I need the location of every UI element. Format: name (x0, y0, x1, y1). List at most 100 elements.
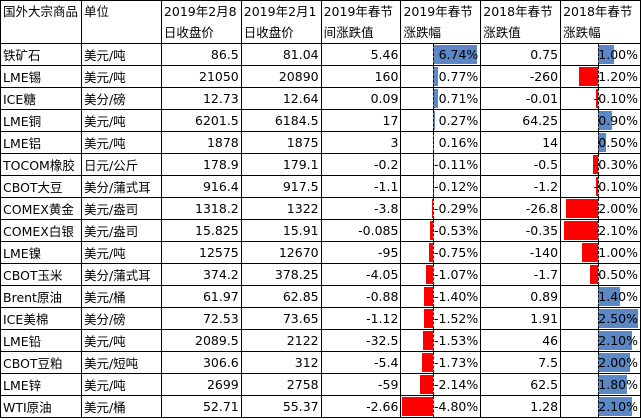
unit-cell[interactable]: 美元/桶 (80, 285, 162, 308)
p2-cell[interactable]: 917.5 (240, 175, 322, 198)
chg18-cell[interactable]: 0.89 (480, 285, 562, 308)
pct-2018-cell[interactable]: -0.30% (560, 153, 641, 176)
pct-2019-cell[interactable]: -0.75% (400, 241, 482, 264)
p1-cell[interactable]: 178.9 (160, 153, 242, 176)
chg19-cell[interactable]: -0.085 (320, 219, 402, 242)
unit-cell[interactable]: 美元/吨 (80, 109, 162, 132)
p2-cell[interactable]: 12.64 (240, 87, 322, 110)
pct-2018-cell[interactable]: 2.10% (560, 395, 641, 418)
chg19-cell[interactable]: -5.4 (320, 351, 402, 374)
p1-cell[interactable]: 2089.5 (160, 329, 242, 352)
chg18-cell[interactable]: -0.35 (480, 219, 562, 242)
p1-cell[interactable]: 6201.5 (160, 109, 242, 132)
pct-2018-cell[interactable]: 0.90% (560, 109, 641, 132)
pct-2019-cell[interactable]: -2.14% (400, 373, 482, 396)
pct-2019-cell[interactable]: 6.74% (400, 43, 482, 66)
pct-2019-cell[interactable]: -1.52% (400, 307, 482, 330)
p2-cell[interactable]: 6184.5 (240, 109, 322, 132)
unit-cell[interactable]: 美元/吨 (80, 373, 162, 396)
pct-2019-cell[interactable]: -0.29% (400, 197, 482, 220)
chg19-cell[interactable]: -0.2 (320, 153, 402, 176)
pct-2019-cell[interactable]: -0.12% (400, 175, 482, 198)
pct-2018-cell[interactable]: 1.40% (560, 285, 641, 308)
pct-2018-cell[interactable]: 0.50% (560, 131, 641, 154)
header-cell[interactable]: 国外大宗商品 (0, 0, 82, 44)
pct-2019-cell[interactable]: -0.53% (400, 219, 482, 242)
name-cell[interactable]: ICE糖 (0, 87, 82, 110)
name-cell[interactable]: LME锡 (0, 65, 82, 88)
unit-cell[interactable]: 美元/吨 (80, 65, 162, 88)
p2-cell[interactable]: 378.25 (240, 263, 322, 286)
chg19-cell[interactable]: -4.05 (320, 263, 402, 286)
p1-cell[interactable]: 86.5 (160, 43, 242, 66)
chg18-cell[interactable]: -0.01 (480, 87, 562, 110)
chg18-cell[interactable]: -26.8 (480, 197, 562, 220)
pct-2018-cell[interactable]: -1.00% (560, 241, 641, 264)
p2-cell[interactable]: 20890 (240, 65, 322, 88)
chg18-cell[interactable]: 7.5 (480, 351, 562, 374)
chg19-cell[interactable]: 17 (320, 109, 402, 132)
p1-cell[interactable]: 72.53 (160, 307, 242, 330)
unit-cell[interactable]: 美元/吨 (80, 43, 162, 66)
chg19-cell[interactable]: -59 (320, 373, 402, 396)
header-cell[interactable]: 2018年春节涨跌值 (480, 0, 562, 44)
name-cell[interactable]: TOCOM橡胶 (0, 153, 82, 176)
chg18-cell[interactable]: -140 (480, 241, 562, 264)
unit-cell[interactable]: 美分/蒲式耳 (80, 263, 162, 286)
pct-2019-cell[interactable]: 0.71% (400, 87, 482, 110)
pct-2018-cell[interactable]: 1.80% (560, 373, 641, 396)
pct-2019-cell[interactable]: -1.53% (400, 329, 482, 352)
chg19-cell[interactable]: -95 (320, 241, 402, 264)
unit-cell[interactable]: 美分/磅 (80, 87, 162, 110)
p2-cell[interactable]: 55.37 (240, 395, 322, 418)
p1-cell[interactable]: 21050 (160, 65, 242, 88)
pct-2018-cell[interactable]: -2.00% (560, 197, 641, 220)
unit-cell[interactable]: 美元/盎司 (80, 197, 162, 220)
unit-cell[interactable]: 日元/公斤 (80, 153, 162, 176)
name-cell[interactable]: CBOT玉米 (0, 263, 82, 286)
header-cell[interactable]: 2018年春节涨跌幅 (560, 0, 641, 44)
header-cell[interactable]: 2019年2月1日收盘价 (240, 0, 322, 44)
chg19-cell[interactable]: -2.66 (320, 395, 402, 418)
name-cell[interactable]: CBOT大豆 (0, 175, 82, 198)
p1-cell[interactable]: 374.2 (160, 263, 242, 286)
p1-cell[interactable]: 12.73 (160, 87, 242, 110)
name-cell[interactable]: LME锌 (0, 373, 82, 396)
unit-cell[interactable]: 美元/短吨 (80, 351, 162, 374)
pct-2018-cell[interactable]: -0.10% (560, 175, 641, 198)
p2-cell[interactable]: 2758 (240, 373, 322, 396)
pct-2019-cell[interactable]: -1.73% (400, 351, 482, 374)
name-cell[interactable]: Brent原油 (0, 285, 82, 308)
unit-cell[interactable]: 美元/吨 (80, 241, 162, 264)
chg18-cell[interactable]: 0.75 (480, 43, 562, 66)
pct-2018-cell[interactable]: -1.20% (560, 65, 641, 88)
p1-cell[interactable]: 15.825 (160, 219, 242, 242)
pct-2018-cell[interactable]: 2.50% (560, 307, 641, 330)
p2-cell[interactable]: 81.04 (240, 43, 322, 66)
name-cell[interactable]: 铁矿石 (0, 43, 82, 66)
pct-2019-cell[interactable]: -1.07% (400, 263, 482, 286)
p1-cell[interactable]: 306.6 (160, 351, 242, 374)
unit-cell[interactable]: 美元/吨 (80, 131, 162, 154)
chg19-cell[interactable]: -0.88 (320, 285, 402, 308)
header-cell[interactable]: 2019年2月8日收盘价 (160, 0, 242, 44)
unit-cell[interactable]: 美分/磅 (80, 307, 162, 330)
chg19-cell[interactable]: -32.5 (320, 329, 402, 352)
pct-2018-cell[interactable]: -2.10% (560, 219, 641, 242)
p2-cell[interactable]: 73.65 (240, 307, 322, 330)
unit-cell[interactable]: 美元/桶 (80, 395, 162, 418)
chg18-cell[interactable]: 62.5 (480, 373, 562, 396)
p2-cell[interactable]: 2122 (240, 329, 322, 352)
name-cell[interactable]: WTI原油 (0, 395, 82, 418)
pct-2018-cell[interactable]: 2.00% (560, 351, 641, 374)
chg19-cell[interactable]: 0.09 (320, 87, 402, 110)
name-cell[interactable]: CBOT豆粕 (0, 351, 82, 374)
header-cell[interactable]: 2019年春节涨跌幅 (400, 0, 482, 44)
name-cell[interactable]: COMEX黄金 (0, 197, 82, 220)
chg18-cell[interactable]: 14 (480, 131, 562, 154)
name-cell[interactable]: LME镍 (0, 241, 82, 264)
chg18-cell[interactable]: -1.7 (480, 263, 562, 286)
chg18-cell[interactable]: -0.5 (480, 153, 562, 176)
p2-cell[interactable]: 15.91 (240, 219, 322, 242)
p1-cell[interactable]: 2699 (160, 373, 242, 396)
